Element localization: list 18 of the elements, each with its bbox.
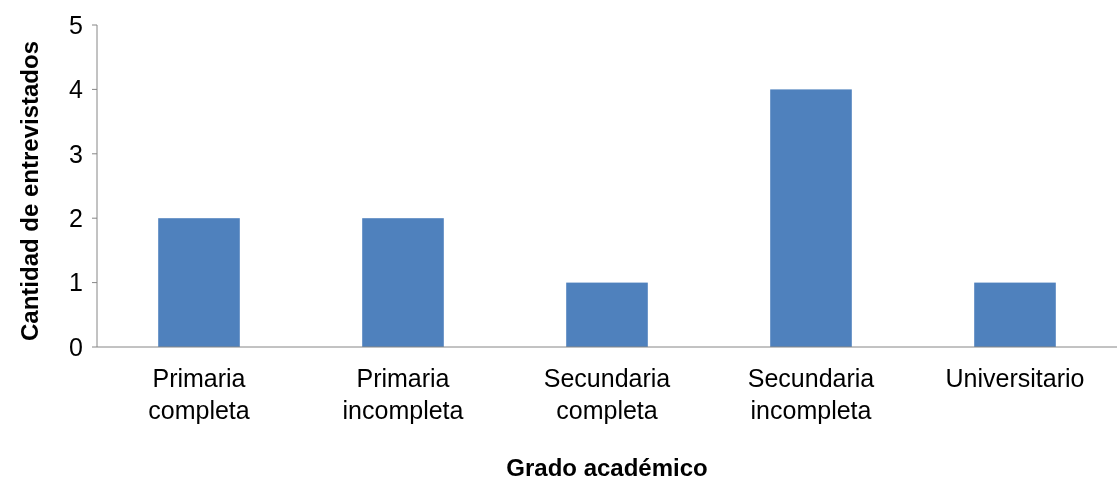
y-tick-label: 5 <box>69 10 83 39</box>
y-tick-label: 0 <box>69 332 83 361</box>
y-tick-label: 3 <box>69 139 83 168</box>
y-tick-label: 4 <box>69 75 84 104</box>
x-tick-label: Universitario <box>945 364 1085 392</box>
bar <box>566 282 648 347</box>
bar <box>158 218 240 347</box>
bar <box>974 282 1056 347</box>
bar <box>362 218 444 347</box>
x-tick-label: Primaria completa <box>148 364 250 424</box>
y-axis-title: Cantidad de entrevistados <box>16 40 43 342</box>
y-tick-label: 1 <box>69 268 83 297</box>
x-axis-title: Grado académico <box>506 454 708 481</box>
bar <box>770 89 852 347</box>
y-tick-label: 2 <box>69 203 83 232</box>
x-tick-label: Primaria incompleta <box>342 364 464 424</box>
x-tick-label: Secundaria incompleta <box>747 364 875 424</box>
x-tick-label: Secundaria completa <box>543 364 671 424</box>
